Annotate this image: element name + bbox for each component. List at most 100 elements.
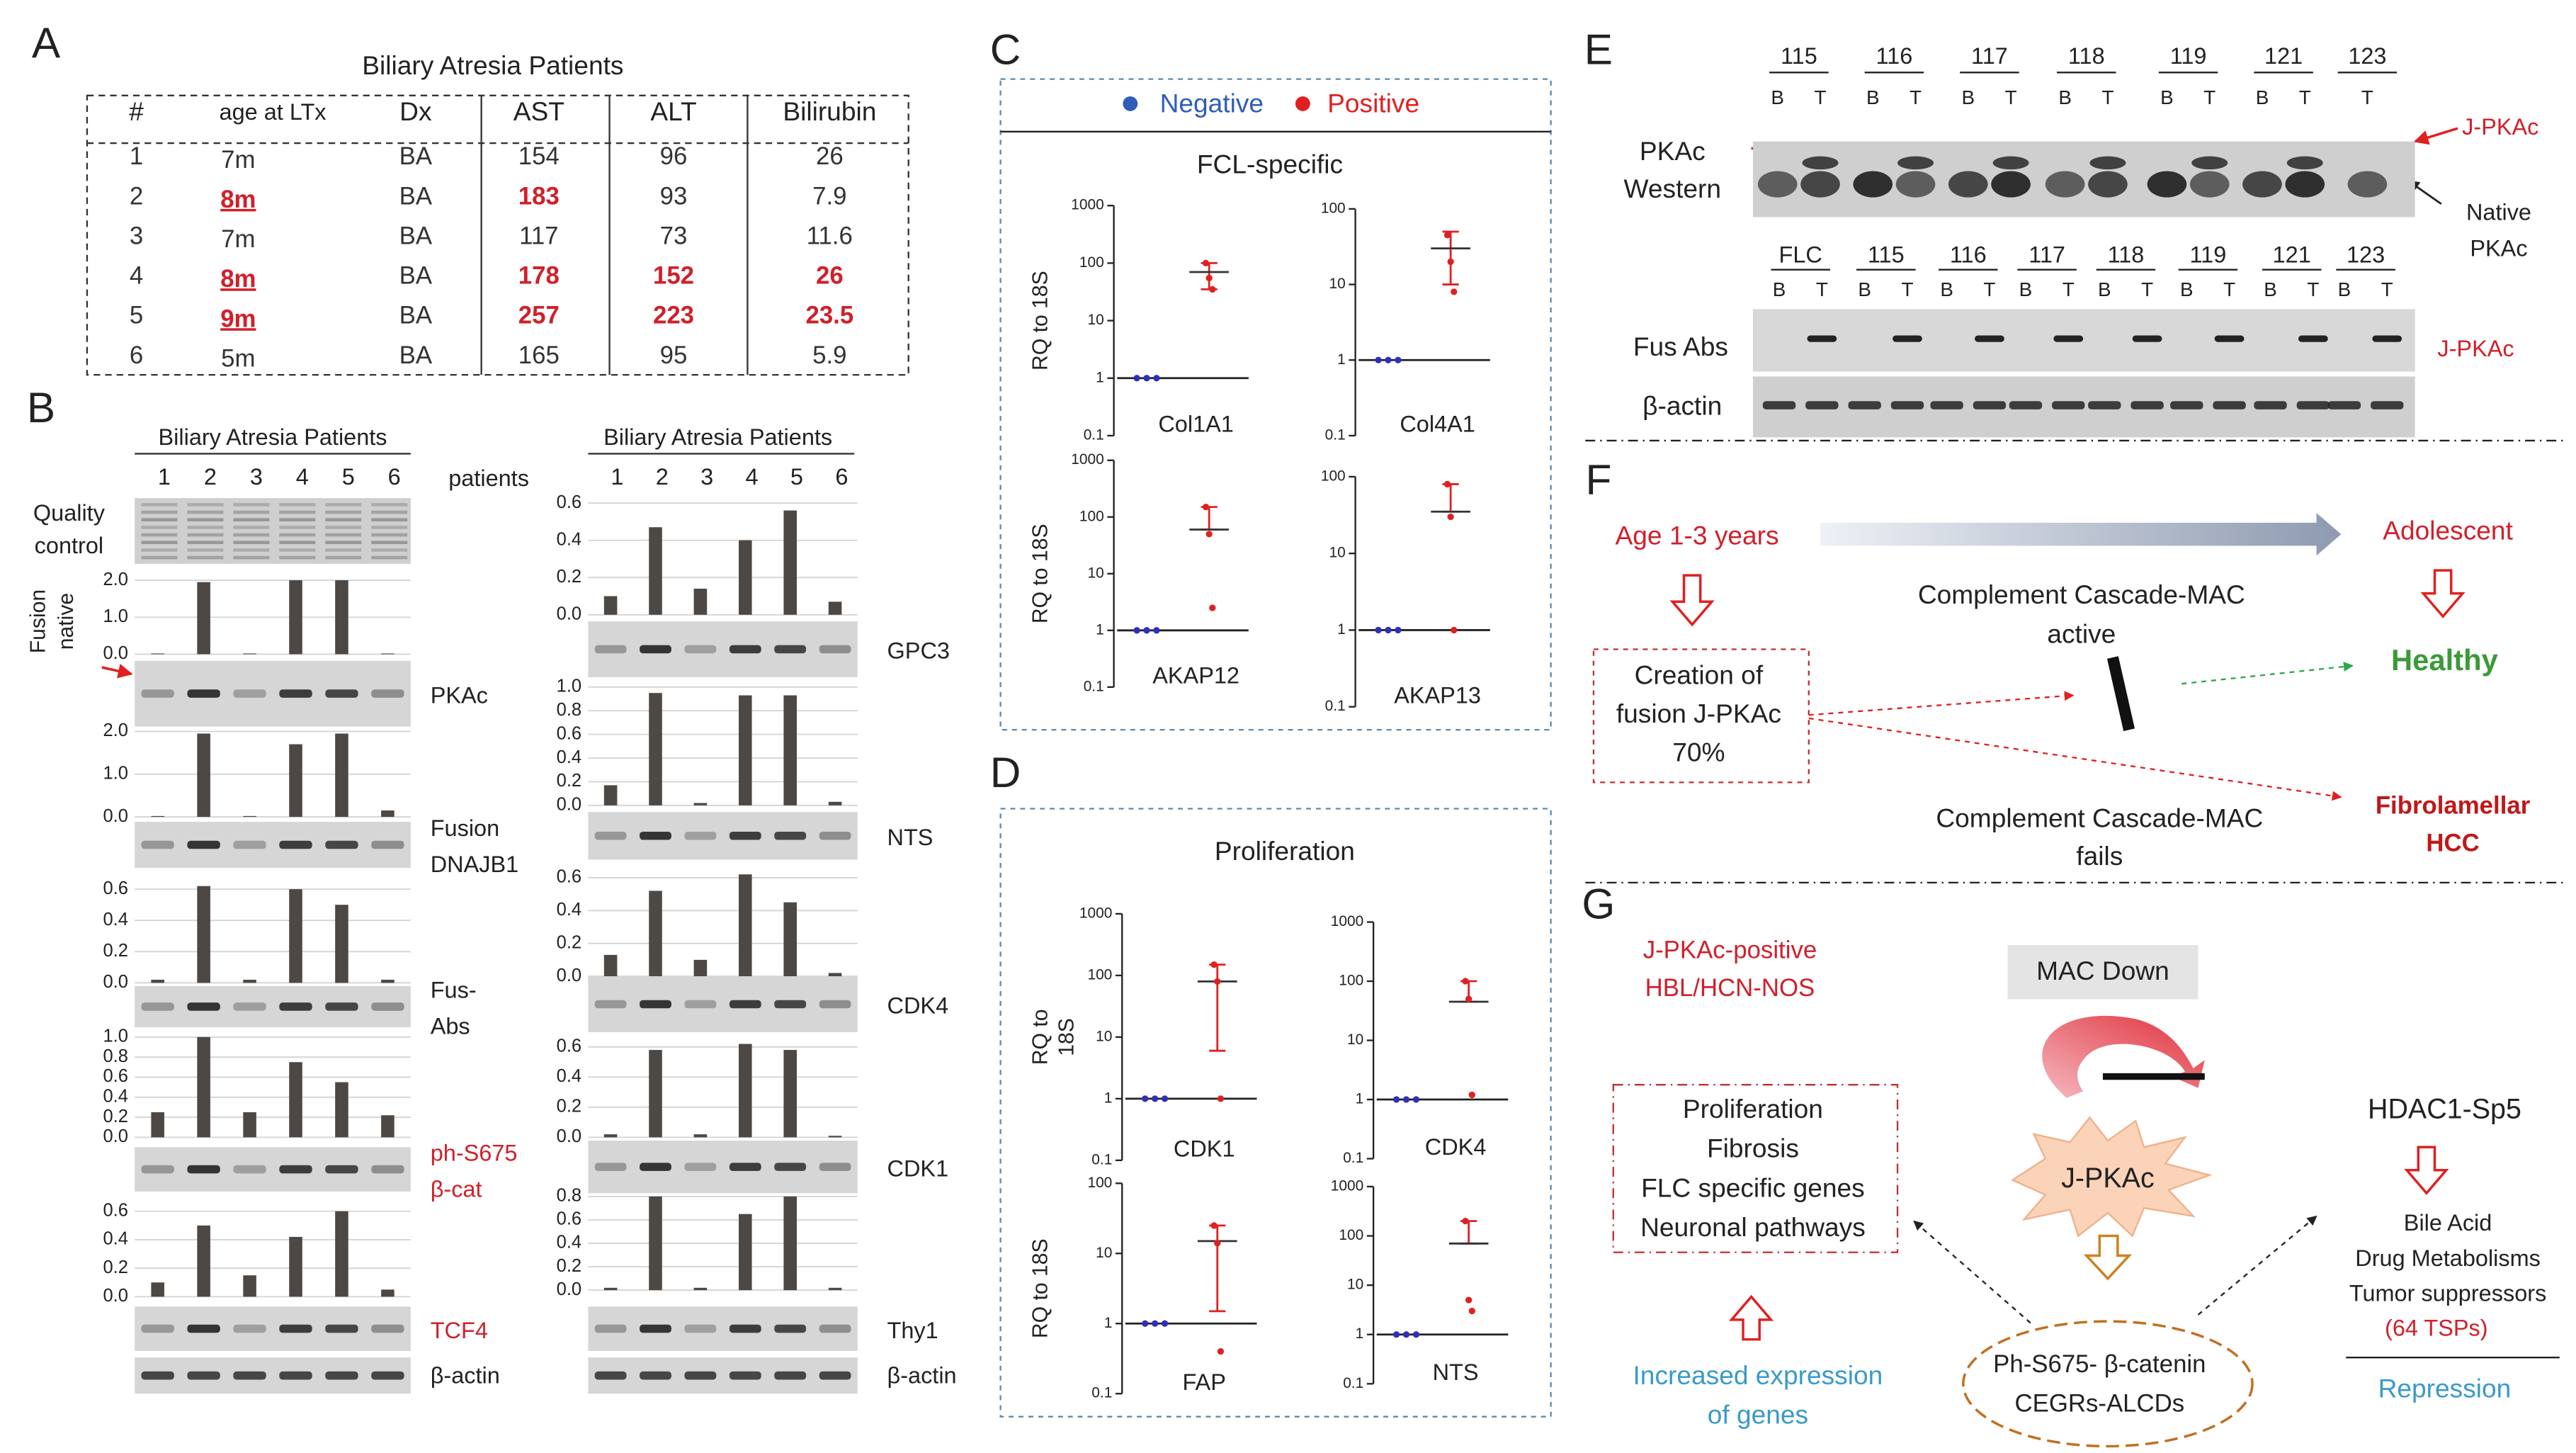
blot-band xyxy=(325,840,358,849)
panel-letter: A xyxy=(32,18,61,67)
bar xyxy=(693,803,708,805)
panel-letter: B xyxy=(27,383,55,431)
blot-band xyxy=(279,840,312,849)
bar xyxy=(335,1211,348,1297)
lane-group: 116 xyxy=(1876,43,1913,69)
lane-label: T xyxy=(2101,86,2113,108)
y-tick-label: 1.0 xyxy=(557,677,581,696)
table-cell: 1 xyxy=(130,143,143,170)
y-tick-label: 0.0 xyxy=(103,643,127,663)
lane-label: B xyxy=(1771,86,1784,108)
lane-group: 118 xyxy=(2108,242,2145,268)
qc-band xyxy=(233,555,270,560)
blot-label: CDK1 xyxy=(887,1155,949,1181)
section-title: Biliary Atresia Patients xyxy=(159,424,387,450)
blot xyxy=(135,660,411,727)
bar xyxy=(335,733,348,818)
stage: Age 1-3 years xyxy=(1616,521,1779,550)
blot-band xyxy=(187,1002,220,1011)
y-tick-label: 1 xyxy=(1104,1315,1113,1331)
arrow xyxy=(101,664,133,679)
bar xyxy=(828,601,842,615)
point xyxy=(1151,1320,1159,1327)
qc-band xyxy=(279,548,316,552)
qc-band xyxy=(279,503,316,507)
lane-label: T xyxy=(2062,278,2075,300)
tumor-label: J-PKAc-positive xyxy=(1643,937,1817,963)
qc-band xyxy=(187,548,224,552)
qc-band xyxy=(279,526,316,529)
lane-label: B xyxy=(1940,278,1953,300)
blot-band xyxy=(279,1324,312,1333)
table-cell: 7m xyxy=(221,226,255,253)
y-tick-label: 0.4 xyxy=(557,529,581,549)
effect-label: Increased expression xyxy=(1633,1360,1883,1390)
blot-label: β-actin xyxy=(1642,390,1722,420)
table-cell: 9m xyxy=(220,305,256,332)
y-tick-label: 2.0 xyxy=(103,570,127,589)
arrow xyxy=(1913,1220,2031,1324)
y-tick-label: 0.0 xyxy=(103,1126,127,1146)
point xyxy=(1142,1320,1149,1327)
creation-box xyxy=(1592,648,1810,784)
blot-band xyxy=(729,831,761,840)
layout xyxy=(86,78,2563,1448)
qc-band xyxy=(371,555,408,560)
bar xyxy=(289,889,302,983)
qc-band xyxy=(233,533,270,537)
bar xyxy=(151,1112,164,1138)
x-label: Col4A1 xyxy=(1400,412,1475,437)
error-bar xyxy=(1209,1224,1226,1313)
lane-label: 4 xyxy=(296,464,309,490)
qc-band xyxy=(279,518,316,522)
blot-band xyxy=(141,1371,174,1380)
blot-band xyxy=(774,645,807,654)
lane-label: B xyxy=(2019,278,2033,300)
qc-band xyxy=(325,510,362,514)
y-tick-label: 1 xyxy=(1356,1091,1364,1107)
blot-band xyxy=(2088,401,2121,409)
point xyxy=(1217,1095,1225,1102)
y-tick-label: 0.1 xyxy=(1325,698,1346,714)
blot-label: Fusion xyxy=(431,815,499,841)
y-tick-label: 0.2 xyxy=(557,567,581,587)
blot-band xyxy=(2296,401,2330,409)
blot-label: PKAc xyxy=(431,682,488,708)
blot xyxy=(588,1141,858,1194)
bar xyxy=(693,1134,708,1138)
blot-label: β-cat xyxy=(431,1176,482,1202)
y-tick-label: 0.6 xyxy=(557,1036,581,1056)
bar xyxy=(381,1289,395,1297)
blot-band xyxy=(819,1371,851,1380)
bar xyxy=(243,1275,256,1297)
band-label: Native xyxy=(2466,199,2531,225)
table-header: ALT xyxy=(650,96,696,126)
bar xyxy=(693,1287,708,1291)
gene-text: Neuronal pathways xyxy=(1640,1212,1866,1242)
blot-band xyxy=(2089,156,2126,170)
qc-band xyxy=(325,555,362,560)
lane-group: 121 xyxy=(2264,43,2303,69)
qc-band xyxy=(325,526,362,529)
complex-text: CEGRs-ALCDs xyxy=(2015,1391,2185,1418)
y-tick-label: 0.1 xyxy=(1343,1150,1363,1166)
band-label: J-PKAc xyxy=(2437,336,2514,361)
table-cell: 26 xyxy=(816,143,844,170)
lane-label: 4 xyxy=(746,464,759,490)
outcome: Fibrolamellar xyxy=(2376,792,2531,819)
table-cell: BA xyxy=(399,222,433,249)
qc-band xyxy=(187,518,224,522)
lane-label: T xyxy=(2223,278,2235,300)
blot-band xyxy=(2347,171,2388,198)
qc-band xyxy=(371,541,408,545)
blot-band xyxy=(1991,171,2031,198)
bar xyxy=(783,510,797,615)
blot-label: CDK4 xyxy=(887,993,949,1019)
qc-band xyxy=(141,548,178,552)
lane-group: 117 xyxy=(1971,43,2008,69)
qc-band xyxy=(325,541,362,545)
y-axis-label: 18S xyxy=(1055,1018,1079,1056)
y-tick-label: 0.2 xyxy=(557,771,581,791)
y-tick-label: 10 xyxy=(1088,565,1104,581)
